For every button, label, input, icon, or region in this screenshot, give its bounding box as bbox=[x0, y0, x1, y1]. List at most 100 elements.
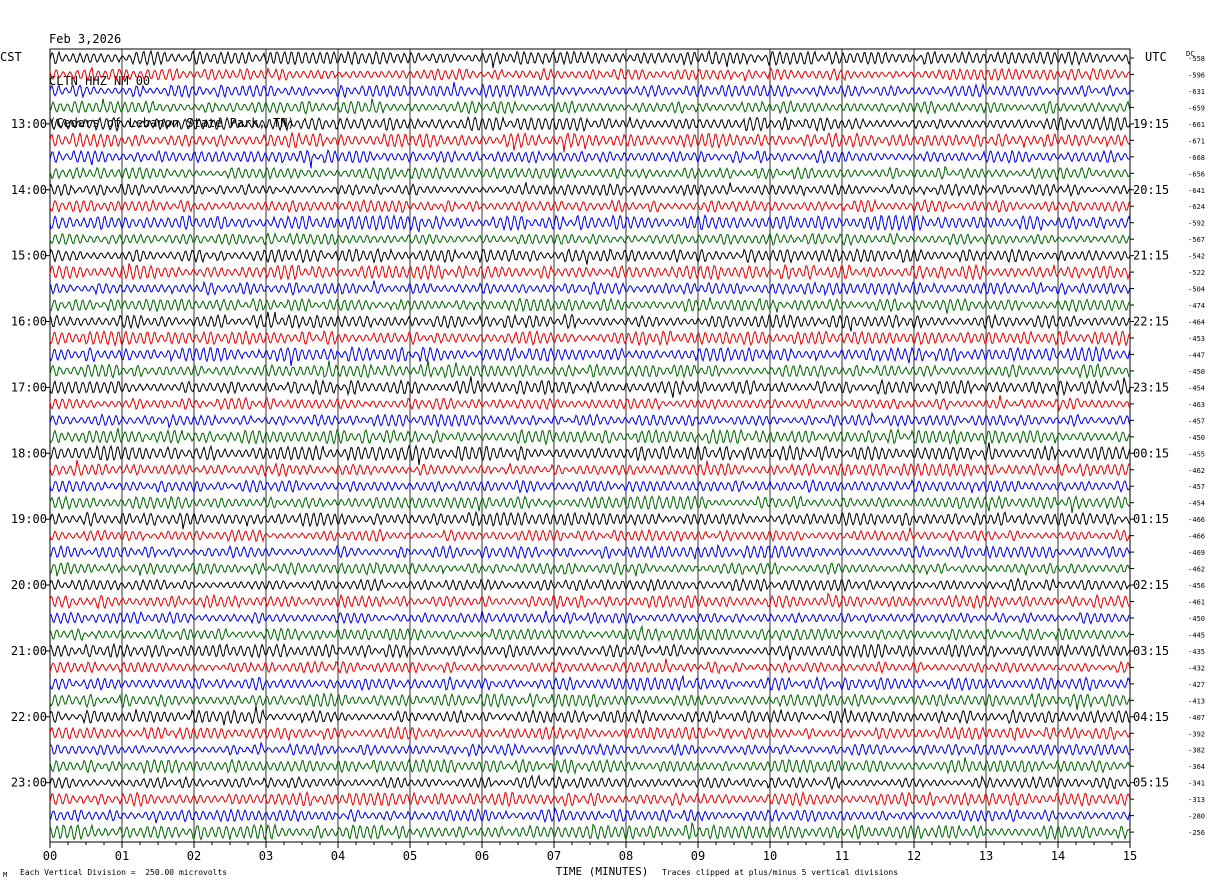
dc-offset-value: -454 bbox=[1188, 500, 1205, 508]
trace-line bbox=[49, 773, 1131, 791]
trace-line bbox=[49, 376, 1131, 398]
x-tick-label: 12 bbox=[907, 849, 921, 863]
right-hour-label: 22:15 bbox=[1133, 315, 1169, 329]
dc-offset-value: -469 bbox=[1188, 549, 1205, 557]
dc-offset-value: -624 bbox=[1188, 203, 1205, 211]
x-tick-label: 04 bbox=[331, 849, 345, 863]
trace-line bbox=[49, 459, 1131, 478]
dc-offset-value: -558 bbox=[1188, 55, 1205, 63]
right-hour-label: 20:15 bbox=[1133, 183, 1169, 197]
x-tick-label: 02 bbox=[187, 849, 201, 863]
x-tick-label: 05 bbox=[403, 849, 417, 863]
trace-line bbox=[49, 692, 1131, 710]
trace-line bbox=[49, 705, 1131, 726]
trace-line bbox=[49, 263, 1131, 281]
dc-offset-value: -462 bbox=[1188, 467, 1205, 475]
right-hour-label: 00:15 bbox=[1133, 446, 1169, 460]
dc-offset-value: -445 bbox=[1188, 631, 1205, 639]
dc-offset-value: -407 bbox=[1188, 714, 1205, 722]
trace-line bbox=[49, 98, 1131, 115]
trace-line bbox=[49, 82, 1131, 99]
trace-line bbox=[49, 543, 1131, 560]
dc-offset-value: -455 bbox=[1188, 450, 1205, 458]
dc-offset-value: -462 bbox=[1188, 566, 1205, 574]
dc-offset-value: -280 bbox=[1188, 813, 1205, 821]
left-hour-label: 18:00 bbox=[11, 446, 47, 460]
x-tick-label: 06 bbox=[475, 849, 489, 863]
station-code: CLTN HHZ NM 00 bbox=[49, 74, 151, 88]
trace-line bbox=[49, 115, 1131, 133]
right-hour-label: 05:15 bbox=[1133, 776, 1169, 790]
dc-offset-value: -313 bbox=[1188, 796, 1205, 804]
dc-offset-value: -504 bbox=[1188, 286, 1205, 294]
trace-line bbox=[49, 311, 1131, 332]
right-hour-label: 21:15 bbox=[1133, 249, 1169, 263]
x-tick-label: 14 bbox=[1051, 849, 1065, 863]
trace-line bbox=[49, 527, 1131, 543]
dc-offset-value: -671 bbox=[1188, 137, 1205, 145]
dc-offset-value: -364 bbox=[1188, 763, 1205, 771]
trace-line bbox=[49, 592, 1131, 610]
x-tick-label: 10 bbox=[763, 849, 777, 863]
trace-line bbox=[49, 49, 1131, 69]
dc-offset-header: DC bbox=[1186, 50, 1195, 58]
dc-offset-value: -435 bbox=[1188, 648, 1205, 656]
dc-offset-value: -427 bbox=[1188, 681, 1205, 689]
dc-offset-value: -413 bbox=[1188, 697, 1205, 705]
x-tick-label: 00 bbox=[43, 849, 57, 863]
trace-line bbox=[49, 742, 1131, 758]
trace-line bbox=[49, 148, 1131, 169]
dc-offset-value: -341 bbox=[1188, 780, 1205, 788]
trace-line bbox=[49, 561, 1131, 577]
dc-offset-value: -464 bbox=[1188, 319, 1205, 327]
x-tick-label: 03 bbox=[259, 849, 273, 863]
trace-line bbox=[49, 757, 1131, 775]
dc-offset-value: -450 bbox=[1188, 368, 1205, 376]
trace-line bbox=[49, 411, 1131, 429]
left-hour-label: 14:00 bbox=[11, 183, 47, 197]
dc-offset-value: -522 bbox=[1188, 269, 1205, 277]
trace-line bbox=[49, 725, 1131, 742]
dc-offset-value: -592 bbox=[1188, 220, 1205, 228]
dc-offset-value: -641 bbox=[1188, 187, 1205, 195]
trace-line bbox=[49, 610, 1131, 625]
dc-offset-value: -661 bbox=[1188, 121, 1205, 129]
trace-line bbox=[49, 131, 1131, 153]
left-hour-label: 19:00 bbox=[11, 512, 47, 526]
left-timezone-label: CST bbox=[0, 50, 22, 64]
record-date: Feb 3,2026 bbox=[49, 32, 122, 46]
trace-line bbox=[49, 213, 1131, 233]
trace-line bbox=[49, 478, 1131, 494]
left-hour-label: 22:00 bbox=[11, 710, 47, 724]
dc-offset-value: -256 bbox=[1188, 829, 1205, 837]
right-hour-label: 01:15 bbox=[1133, 512, 1169, 526]
dc-offset-value: -668 bbox=[1188, 154, 1205, 162]
right-hour-label: 04:15 bbox=[1133, 710, 1169, 724]
trace-line bbox=[49, 247, 1131, 265]
vertical-scale-note: Each Vertical Division = 250.00 microvol… bbox=[20, 868, 228, 877]
right-hour-label: 19:15 bbox=[1133, 117, 1169, 131]
x-tick-label: 15 bbox=[1123, 849, 1137, 863]
dc-offset-value: -461 bbox=[1188, 599, 1205, 607]
dc-offset-value: -596 bbox=[1188, 71, 1205, 79]
x-tick-label: 01 bbox=[115, 849, 129, 863]
dc-offset-value: -656 bbox=[1188, 170, 1205, 178]
dc-offset-value: -447 bbox=[1188, 351, 1205, 359]
trace-line bbox=[49, 360, 1131, 380]
trace-line bbox=[49, 329, 1131, 347]
x-tick-label: 11 bbox=[835, 849, 849, 863]
trace-line bbox=[49, 182, 1131, 198]
left-hour-label: 21:00 bbox=[11, 644, 47, 658]
trace-line bbox=[49, 395, 1131, 413]
right-timezone-label: UTC bbox=[1145, 50, 1167, 64]
dc-offset-value: -457 bbox=[1188, 483, 1205, 491]
x-axis-label: TIME (MINUTES) bbox=[556, 865, 649, 878]
trace-line bbox=[49, 807, 1131, 824]
dc-offset-value: -453 bbox=[1188, 335, 1205, 343]
dc-offset-value: -567 bbox=[1188, 236, 1205, 244]
trace-line bbox=[49, 790, 1131, 808]
trace-line bbox=[49, 198, 1131, 214]
dc-offset-value: -450 bbox=[1188, 434, 1205, 442]
trace-line bbox=[49, 165, 1131, 181]
dc-offset-value: -450 bbox=[1188, 615, 1205, 623]
